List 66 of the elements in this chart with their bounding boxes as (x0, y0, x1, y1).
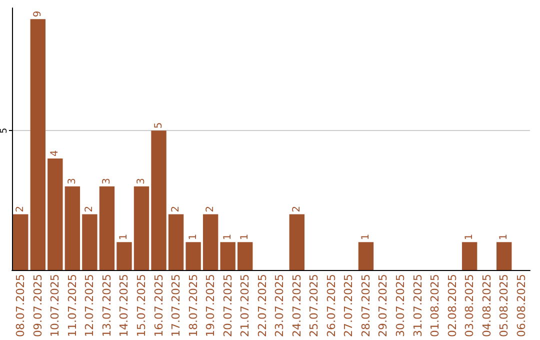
bar (186, 242, 201, 270)
bar (82, 214, 98, 270)
bar (13, 214, 28, 270)
bar (30, 19, 46, 270)
data-label: 1 (118, 234, 130, 240)
bar (116, 242, 132, 270)
x-tick-label: 09.07.2025 (31, 274, 44, 337)
data-label: 3 (66, 178, 78, 184)
x-tick-label: 29.07.2025 (376, 274, 390, 337)
x-tick-label: 21.07.2025 (238, 274, 252, 337)
x-tick-label: 08.07.2025 (14, 274, 28, 337)
x-tick-label: 24.07.2025 (290, 274, 304, 337)
x-tick-label: 13.07.2025 (100, 274, 114, 337)
data-label: 3 (101, 178, 112, 184)
data-label: 1 (222, 234, 234, 240)
data-label: 3 (136, 178, 147, 184)
x-tick-label: 27.07.2025 (342, 274, 356, 337)
data-label: 5 (153, 122, 164, 129)
x-tick-label: 26.07.2025 (324, 274, 338, 337)
bar (462, 242, 478, 270)
data-label: 4 (50, 150, 61, 157)
bar (289, 214, 304, 270)
data-label: 1 (498, 234, 510, 240)
bar (202, 214, 218, 270)
bar (134, 186, 150, 270)
x-tick-label: 25.07.2025 (308, 274, 321, 337)
x-tick-label: 20.07.2025 (221, 274, 234, 337)
x-tick-label: 22.07.2025 (256, 274, 269, 337)
data-label: 1 (464, 234, 476, 240)
x-tick-label: 02.08.2025 (446, 274, 459, 337)
data-label: 9 (32, 10, 44, 18)
x-tick-label: 30.07.2025 (394, 274, 407, 337)
x-tick-label: 10.07.2025 (48, 274, 62, 337)
bar (220, 242, 236, 270)
x-tick-label: 12.07.2025 (83, 274, 96, 337)
x-tick-label: 14.07.2025 (118, 274, 131, 337)
bar (238, 242, 253, 270)
x-tick-label: 31.07.2025 (411, 274, 424, 337)
x-tick-label: 18.07.2025 (186, 274, 200, 337)
x-tick-label: 17.07.2025 (170, 274, 183, 337)
data-label: 2 (84, 206, 96, 212)
bar (48, 158, 63, 270)
bar (64, 186, 80, 270)
data-label: 2 (170, 206, 182, 212)
x-tick-label: 28.07.2025 (359, 274, 372, 337)
data-label: 2 (15, 206, 26, 212)
x-tick-label: 04.08.2025 (480, 274, 494, 337)
x-tick-label: 05.08.2025 (498, 274, 511, 337)
data-label: 1 (188, 234, 199, 240)
x-tick-label: 15.07.2025 (135, 274, 148, 337)
x-tick-label: 16.07.2025 (152, 274, 166, 337)
bar (151, 130, 166, 270)
bar (496, 242, 512, 270)
x-tick-label: 23.07.2025 (273, 274, 286, 337)
x-tick-label: 19.07.2025 (204, 274, 218, 337)
bar (358, 242, 374, 270)
data-label: 2 (205, 206, 216, 212)
x-tick-label: 03.08.2025 (463, 274, 476, 337)
x-tick-label: 11.07.2025 (66, 274, 79, 337)
x-tick-label: 01.08.2025 (428, 274, 442, 337)
data-label: 1 (360, 234, 372, 240)
bar (99, 186, 115, 270)
data-label: 2 (291, 206, 302, 212)
data-label: 1 (240, 234, 251, 240)
bar (168, 214, 184, 270)
x-tick-label: 06.08.2025 (514, 274, 528, 337)
